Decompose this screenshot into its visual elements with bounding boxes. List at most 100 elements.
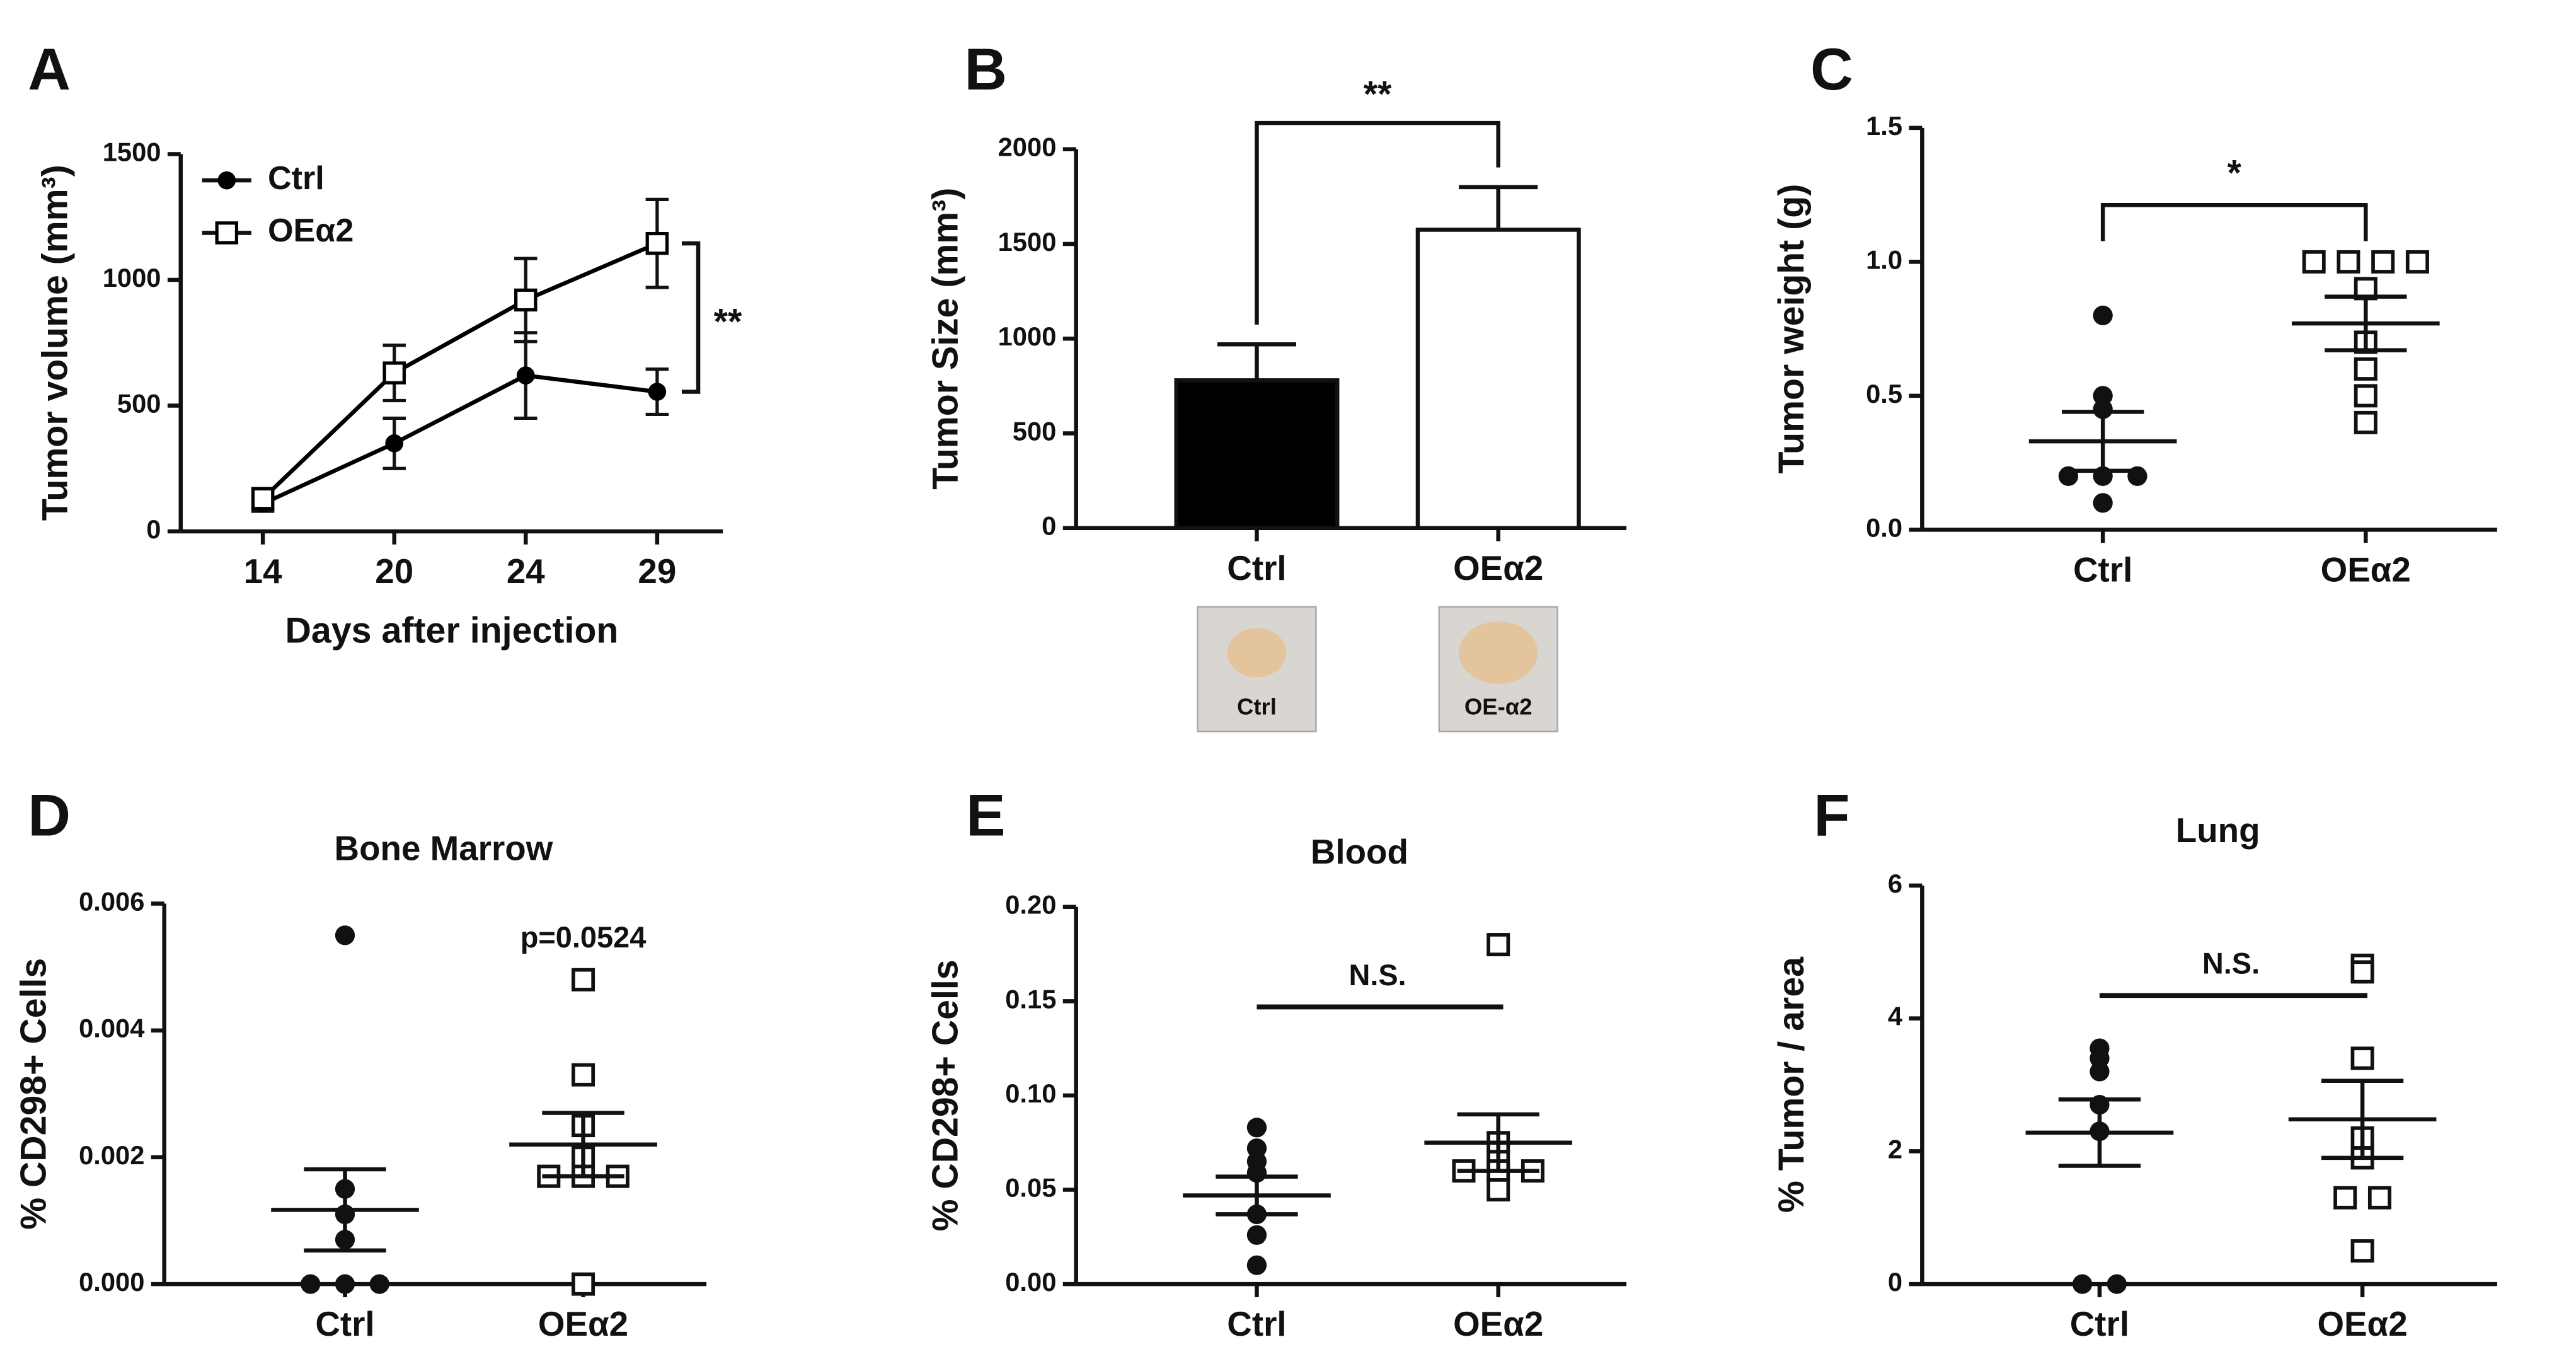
point — [2371, 250, 2395, 274]
point — [2350, 1239, 2374, 1263]
tumor-shape — [1459, 622, 1538, 684]
y-tick-label: 0.15 — [1005, 984, 1056, 1014]
photo-label: OE-α2 — [1464, 694, 1532, 720]
y-tick-label: 0 — [1888, 1267, 1902, 1297]
point — [2354, 384, 2378, 408]
y-tick-label: 500 — [117, 389, 161, 419]
point — [572, 1063, 595, 1087]
point — [2337, 250, 2360, 274]
y-axis-label: Tumor weight (g) — [1771, 184, 1812, 474]
annotation: N.S. — [2202, 947, 2260, 980]
bracket — [2100, 202, 2368, 241]
y-tick-label: 0.0 — [1866, 512, 1902, 542]
point — [2350, 960, 2374, 984]
y-axis-label: Tumor Size (mm³) — [925, 188, 965, 490]
annotation: * — [2228, 153, 2242, 194]
legend-label: Ctrl — [268, 160, 325, 197]
x-tick-label: Ctrl — [2073, 550, 2132, 589]
y-tick-label: 0.000 — [79, 1267, 144, 1297]
y-tick-label: 0 — [146, 514, 161, 544]
point — [2333, 1186, 2357, 1210]
x-tick-label: OEα2 — [1453, 1304, 1543, 1343]
y-tick-label: 0.5 — [1866, 379, 1902, 408]
point — [572, 1272, 595, 1296]
series-line — [262, 373, 658, 506]
x-tick-label: OEα2 — [538, 1304, 628, 1343]
panel-letter: B — [964, 36, 1007, 102]
y-axis-label: % CD298+ Cells — [13, 958, 54, 1230]
photo-label: Ctrl — [1237, 694, 1277, 720]
tumor-shape — [1227, 628, 1287, 678]
y-axis-label: % CD298+ Cells — [925, 959, 965, 1231]
x-tick-label: OEα2 — [2317, 1304, 2407, 1343]
x-tick-label: 14 — [244, 552, 282, 591]
point — [1246, 1118, 1267, 1138]
annotation: ** — [714, 301, 742, 342]
bracket — [681, 241, 701, 394]
y-axis-label: Tumor volume (mm³) — [35, 165, 75, 521]
y-tick-label: 0.10 — [1005, 1079, 1056, 1108]
y-tick-label: 4 — [1888, 1002, 1902, 1031]
point — [369, 1274, 389, 1294]
bar — [1174, 378, 1340, 530]
series-line — [261, 241, 658, 500]
panel-letter: D — [28, 782, 71, 848]
chart-title: Bone Marrow — [335, 829, 553, 868]
x-tick-label: OEα2 — [2321, 550, 2411, 589]
point — [1246, 1225, 1267, 1245]
y-tick-label: 1500 — [998, 227, 1057, 257]
point — [2072, 1274, 2093, 1294]
x-tick-label: Ctrl — [315, 1304, 374, 1343]
x-tick-label: 20 — [375, 552, 413, 591]
bracket — [1255, 120, 1500, 325]
point — [2405, 250, 2429, 274]
x-tick-label: Ctrl — [1227, 548, 1286, 587]
x-tick-label: Ctrl — [2070, 1304, 2129, 1343]
y-tick-label: 0.006 — [79, 887, 144, 917]
panel-letter: E — [966, 782, 1006, 848]
x-tick-label: 29 — [638, 552, 676, 591]
x-tick-label: OEα2 — [1453, 548, 1543, 587]
y-axis-label: % Tumor / area — [1771, 956, 1812, 1213]
y-tick-label: 1500 — [103, 137, 161, 167]
legend-marker — [215, 221, 239, 245]
point — [301, 1274, 321, 1294]
y-tick-label: 0.20 — [1005, 890, 1056, 920]
legend-label: OEα2 — [268, 212, 354, 249]
y-tick-label: 1.0 — [1866, 245, 1902, 274]
annotation: N.S. — [1348, 959, 1406, 992]
legend-marker — [217, 171, 236, 190]
y-tick-label: 1000 — [998, 321, 1057, 351]
point — [2093, 399, 2113, 419]
y-tick-label: 0.002 — [79, 1140, 144, 1170]
point — [2354, 410, 2378, 434]
point — [1486, 1178, 1510, 1201]
y-tick-label: 0.004 — [79, 1014, 144, 1043]
point — [2107, 1274, 2127, 1294]
panel-letter: A — [28, 36, 71, 102]
marker — [645, 231, 669, 255]
point — [2093, 493, 2113, 513]
bar — [1415, 228, 1581, 530]
marker — [648, 383, 667, 401]
marker — [516, 366, 535, 385]
point — [2090, 1062, 2110, 1082]
marker — [382, 361, 406, 385]
y-tick-label: 500 — [1013, 417, 1057, 446]
y-tick-label: 6 — [1888, 869, 1902, 898]
panel-letter: C — [1810, 36, 1853, 102]
y-tick-label: 2 — [1888, 1134, 1902, 1164]
point — [335, 925, 355, 946]
chart-title: Lung — [2176, 811, 2260, 850]
point — [2302, 250, 2326, 274]
x-axis-label: Days after injection — [285, 610, 618, 651]
point — [572, 968, 595, 992]
point — [2367, 1186, 2391, 1210]
x-tick-label: 24 — [507, 552, 545, 591]
marker — [251, 487, 275, 511]
chart-title: Blood — [1311, 832, 1408, 871]
annotation: ** — [1364, 74, 1392, 115]
y-tick-label: 2000 — [998, 132, 1057, 162]
point — [335, 1274, 355, 1294]
